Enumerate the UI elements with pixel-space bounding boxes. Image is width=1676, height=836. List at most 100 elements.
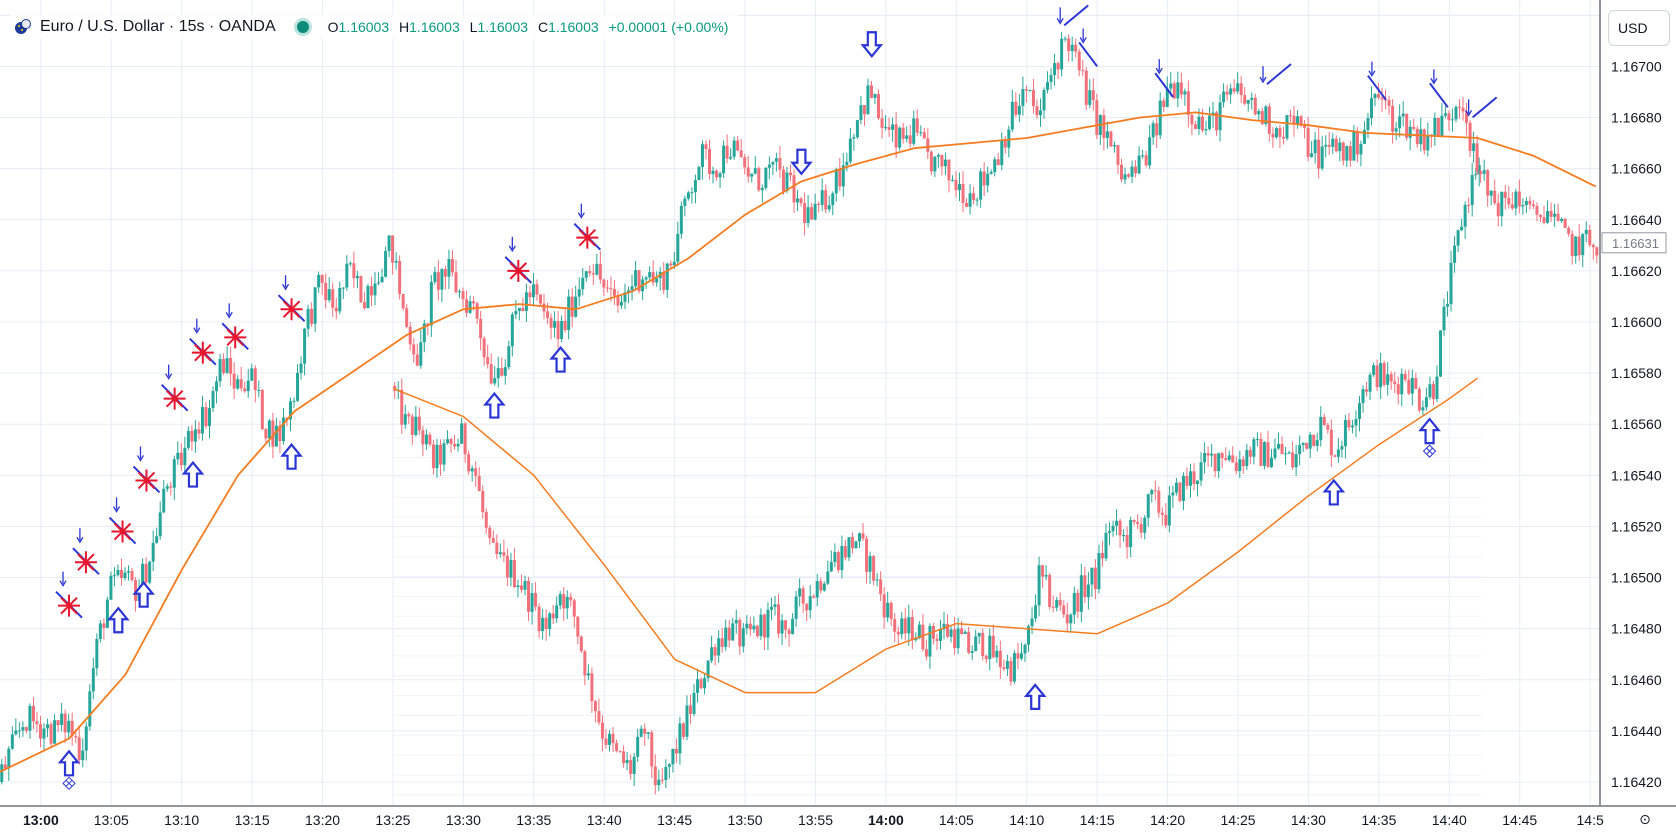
overlay-candle-body [502,552,506,556]
main-candle-body [1542,217,1546,223]
main-candle-body [1088,90,1092,105]
overlay-candle-body [688,705,692,714]
main-candle-body [1546,210,1550,223]
main-candle-body [584,271,588,278]
settings-icon[interactable]: ⊙ [1639,810,1651,827]
buy-arrow-icon [1322,478,1346,506]
time-tick-label: 13:55 [798,812,833,828]
main-candle-body [398,260,402,295]
overlay-candle-body [576,616,580,637]
overlay-candle-body [537,606,541,632]
overlay-grid [392,377,1482,796]
overlay-candle-body [921,624,925,650]
main-candle-body [1179,82,1183,95]
overlay-candle-body [1266,442,1270,468]
main-candle-body [1116,145,1120,165]
overlay-candle-body [639,728,643,737]
main-candle-body [563,320,567,330]
main-candle-body [686,192,690,199]
main-candle-body [461,291,465,300]
close-label: C [537,19,549,35]
overlay-candle-body [998,650,1002,668]
overlay-candle-body [879,579,883,595]
overlay-candle-body [410,416,414,435]
main-candle-body [553,321,557,328]
overlay-candle-body [1079,575,1083,612]
main-candle-body [982,171,986,186]
main-candle-body [880,118,884,128]
main-candle-body [757,168,761,191]
overlay-candle-body [618,750,622,752]
main-candle-body [42,728,46,739]
main-candle-body [422,323,426,343]
overlay-candle-body [861,533,865,539]
main-candle-body [1549,210,1553,217]
high-label: H [399,19,410,35]
main-candle-body [3,764,7,769]
overlay-candle-body [935,638,939,641]
overlay-candle-body [791,618,795,634]
main-candle-body [1112,145,1116,147]
currency-selector[interactable]: USD [1608,10,1670,46]
main-candle-body [1384,99,1388,101]
main-candle-body [799,198,803,204]
main-candle-body [950,179,954,181]
main-candle-body [570,296,574,317]
main-candle-body [1405,113,1409,138]
main-candle-body [292,400,296,402]
main-candle-body [14,730,18,735]
overlay-candle-body [924,649,928,657]
main-candle-body [1151,123,1155,138]
last-price-label: 1.16631 [1612,236,1659,251]
price-tick-label: 1.16520 [1611,518,1662,534]
overlay-candle-body [1167,495,1171,526]
main-candle-body [1338,142,1342,152]
overlay-candle-body [611,733,615,744]
up-arrow-shape [1023,683,1047,710]
main-candle-body [440,269,444,290]
overlay-candle-body [858,533,862,542]
main-candle-body [760,187,764,191]
overlay-candle-body [632,756,636,774]
overlay-candle-body [1329,429,1333,456]
overlay-candle-body [738,619,742,647]
time-tick-label: 14:45 [1502,812,1537,828]
main-candle-body [972,193,976,201]
overlay-candle-body [516,585,520,588]
main-candle-body [683,198,687,206]
main-candle-body [725,145,729,159]
main-candle-body [648,272,652,278]
overlay-candle-body [421,430,425,445]
main-candle-body [715,170,719,178]
overlay-candle-body [1005,661,1009,669]
overlay-candle-body [1129,520,1133,548]
market-status-icon[interactable] [293,18,312,36]
main-candle-body [662,271,666,290]
main-candle-body [1517,191,1521,207]
up-arrow-shape [483,391,506,419]
main-candle-body [1401,113,1405,117]
main-candle-body [1514,191,1518,209]
overlay-candle-body [1456,230,1460,246]
price-tick-label: 1.16560 [1611,416,1662,432]
main-candle-body [908,135,912,144]
main-candle-body [679,205,683,234]
main-candle-body [1355,131,1359,155]
main-candle-body [1440,115,1444,136]
main-candle-body [862,105,866,115]
overlay-candle-body [1347,420,1351,428]
sell-cross-icon [504,236,533,284]
main-candle-body [232,373,236,389]
main-candle-body [479,318,483,339]
sell-cross-icon [72,528,100,575]
main-candle-body [38,724,42,739]
symbol-title[interactable]: Euro / U.S. Dollar · 15s · OANDA [40,18,276,35]
up-arrow-shape [181,460,205,488]
overlay-candle-body [787,629,791,634]
main-candle-body [968,193,972,207]
overlay-candle-body [970,651,974,653]
main-candle-body [239,379,243,389]
overlay-candle-body [1343,420,1347,447]
